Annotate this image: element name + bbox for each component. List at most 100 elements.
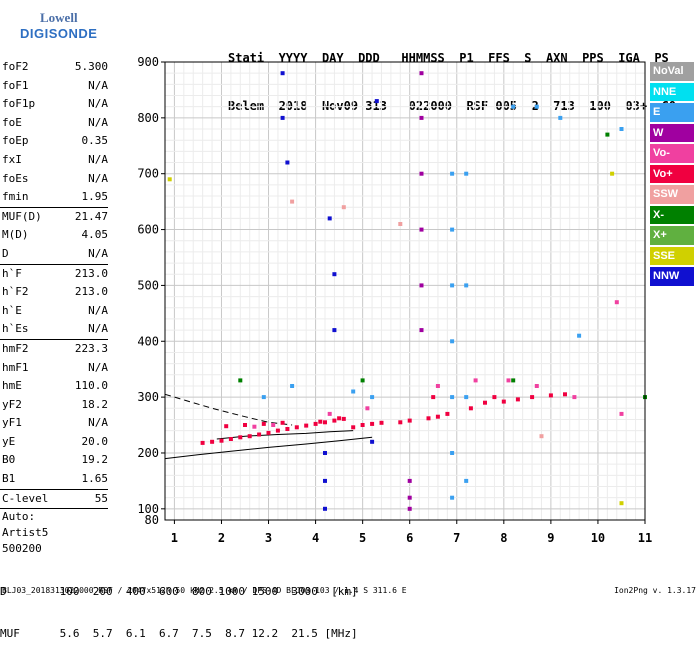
echo-point bbox=[407, 506, 412, 511]
param-row: h`E N/A bbox=[0, 302, 112, 321]
param-row: foE N/A bbox=[0, 114, 112, 133]
x-tick-label: 5 bbox=[359, 531, 366, 545]
param-value: 110.0 bbox=[74, 379, 108, 393]
echo-point bbox=[407, 478, 412, 483]
header-value: 100 bbox=[589, 99, 626, 113]
param-value: 213.0 bbox=[74, 266, 108, 280]
echo-point bbox=[558, 115, 563, 120]
echo-point bbox=[351, 389, 356, 394]
param-key: h`E bbox=[2, 303, 22, 317]
echo-point bbox=[370, 421, 375, 426]
echo-point bbox=[464, 283, 469, 288]
param-value: 5.300 bbox=[74, 60, 108, 73]
legend-item: E bbox=[650, 103, 694, 122]
param-value: 20.0 bbox=[81, 434, 109, 448]
echo-point bbox=[318, 419, 323, 424]
profile-curve bbox=[164, 393, 293, 426]
echo-point bbox=[435, 384, 440, 388]
param-key: D bbox=[2, 246, 9, 260]
param-key: hmE bbox=[2, 379, 22, 393]
param-key: M(D) bbox=[2, 228, 29, 242]
echo-point bbox=[534, 104, 539, 109]
y-tick-label: 900 bbox=[137, 55, 159, 69]
param-value: 1.95 bbox=[81, 190, 109, 204]
param-key: h`F bbox=[2, 266, 22, 280]
param-value: 4.05 bbox=[81, 228, 109, 242]
x-tick-label: 7 bbox=[453, 531, 460, 545]
echo-point bbox=[271, 423, 276, 427]
echo-point bbox=[426, 416, 431, 421]
artist-info: Artist5 bbox=[2, 526, 49, 540]
echo-point bbox=[511, 104, 516, 109]
y-tick-label: 600 bbox=[137, 223, 159, 237]
echo-point bbox=[285, 427, 290, 431]
param-row: yF1 N/A bbox=[0, 414, 112, 433]
x-tick-label: 11 bbox=[638, 531, 652, 545]
x-axis-ticks: 1 2 3 4 5 6 7 8 9 10 11 bbox=[171, 520, 652, 545]
param-value: N/A bbox=[88, 152, 108, 166]
y-tick-label: 200 bbox=[137, 446, 159, 460]
echo-point bbox=[379, 420, 384, 425]
echo-point bbox=[539, 434, 544, 439]
y-tick-label: 80 bbox=[145, 513, 159, 527]
echo-point bbox=[572, 395, 577, 400]
echo-point bbox=[243, 423, 247, 427]
echo-point bbox=[290, 199, 295, 204]
artist-info: 500200 bbox=[2, 542, 42, 556]
param-row: h`F 213.0 bbox=[0, 265, 112, 284]
param-value: N/A bbox=[88, 416, 108, 430]
echo-point bbox=[337, 416, 342, 421]
param-key: foE bbox=[2, 115, 22, 129]
x-tick-label: 4 bbox=[312, 531, 319, 545]
param-row: h`F2 213.0 bbox=[0, 283, 112, 302]
muf-row: MUF 5.6 5.7 6.1 6.7 7.5 8.7 12.2 21.5 [M… bbox=[0, 627, 358, 640]
echo-point bbox=[323, 478, 327, 483]
echo-point bbox=[304, 423, 309, 428]
y-axis-ticks: 100 200 300 400 500 600 700 800 900 80 bbox=[137, 55, 165, 527]
echo-point bbox=[280, 420, 285, 425]
param-key: fmin bbox=[2, 190, 29, 204]
header-label: S bbox=[524, 51, 546, 65]
param-row: hmE 110.0 bbox=[0, 377, 112, 396]
param-row: M(D) 4.05 bbox=[0, 226, 112, 245]
header-value: 2018 bbox=[278, 99, 322, 113]
echo-point bbox=[313, 421, 318, 426]
param-value: N/A bbox=[88, 115, 108, 129]
param-row: foEp 0.35 bbox=[0, 132, 112, 151]
echo-point bbox=[261, 395, 266, 400]
param-key: hmF2 bbox=[2, 341, 29, 355]
echo-point bbox=[266, 430, 271, 435]
footer-file-info: BLJ03_2018313022000.RSF / 204fx512h 50 k… bbox=[2, 586, 407, 595]
echo-point bbox=[431, 395, 436, 400]
echo-point bbox=[407, 495, 412, 500]
echo-point bbox=[351, 425, 356, 430]
echo-point bbox=[327, 216, 332, 221]
echo-point bbox=[341, 416, 346, 421]
param-key: foF2 bbox=[2, 60, 29, 73]
echo-point bbox=[468, 406, 473, 411]
echo-point bbox=[450, 451, 455, 455]
range-muf-table: D 100 200 400 600 800 1000 1500 3000 [km… bbox=[0, 557, 358, 655]
echo-point bbox=[323, 506, 327, 511]
echo-point bbox=[323, 451, 327, 455]
echo-point bbox=[167, 177, 172, 182]
y-tick-label: 300 bbox=[137, 390, 159, 404]
echo-point bbox=[610, 171, 615, 176]
param-separator bbox=[0, 338, 108, 340]
param-row: hmF2 223.3 bbox=[0, 340, 112, 359]
echo-point bbox=[370, 395, 375, 400]
range-row: D 100 200 400 600 800 1000 1500 3000 [km… bbox=[0, 585, 358, 598]
echo-point bbox=[515, 397, 520, 402]
echo-point bbox=[280, 71, 285, 76]
param-key: foF1p bbox=[2, 97, 36, 111]
param-key: h`Es bbox=[2, 322, 29, 336]
header-values: Belem 2018 Nov09 313 022000 RSF 005 2 71… bbox=[228, 98, 698, 114]
echo-point bbox=[210, 439, 215, 444]
echo-point bbox=[407, 418, 412, 423]
echo-point bbox=[332, 272, 337, 277]
param-row: hmF1 N/A bbox=[0, 359, 112, 378]
x-tick-label: 9 bbox=[547, 531, 554, 545]
legend-item: X- bbox=[650, 205, 694, 224]
echo-point bbox=[247, 434, 252, 439]
